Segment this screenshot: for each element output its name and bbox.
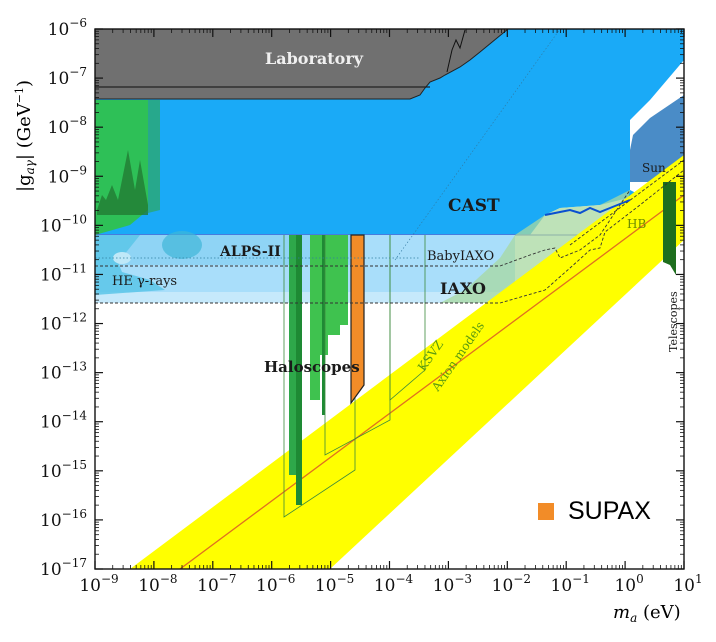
label-hb: HB: [627, 217, 646, 231]
label-haloscopes: Haloscopes: [264, 358, 360, 376]
y-axis-title: |gaγ| (GeV−1): [13, 80, 37, 192]
y-tick-label: 10−16: [40, 507, 87, 531]
label-laboratory: Laboratory: [265, 49, 364, 68]
legend: SUPAX: [538, 497, 651, 526]
cast-noise: [544, 199, 631, 216]
label-cast: CAST: [448, 196, 500, 216]
region-laboratory: [95, 29, 509, 100]
x-tick-label: 100: [614, 572, 643, 596]
legend-label-supax: SUPAX: [568, 497, 651, 525]
y-tick-label: 10−11: [40, 261, 87, 285]
y-tick-label: 10−7: [48, 65, 87, 89]
region-he-gamma-blob: [162, 231, 202, 259]
label-he-gamma-rays: HE γ-rays: [112, 274, 177, 289]
y-tick-label: 10−9: [48, 163, 87, 187]
region-haloscope-lowmass-noise: [97, 150, 148, 215]
label-babyiaxo: BabyIAXO: [427, 249, 494, 264]
x-tick-label: 10−4: [374, 572, 414, 596]
x-tick-label: 10−7: [197, 572, 236, 596]
x-tick-label: 10−8: [138, 572, 177, 596]
x-tick-label: 101: [673, 572, 702, 596]
region-iaxo-sensitivity: [440, 190, 630, 303]
x-axis-title: ma (eV): [613, 602, 681, 625]
axion-models-band: [130, 155, 684, 569]
label-telescopes: Telescopes: [667, 291, 680, 352]
x-tick-label: 10−6: [256, 572, 295, 596]
ksvz-line: [179, 194, 684, 569]
legend-swatch-supax: [538, 503, 554, 520]
region-telescopes: [663, 182, 676, 275]
y-tick-label: 10−10: [40, 212, 87, 236]
babyiaxo-curve: [499, 189, 631, 267]
y-tick-label: 10−6: [48, 16, 87, 40]
region-he-gamma-hole: [113, 252, 131, 264]
region-sun: [630, 95, 684, 182]
region-he-gamma-rays: [95, 235, 165, 295]
y-tick-label: 10−8: [48, 114, 87, 138]
label-iaxo: IAXO: [440, 279, 486, 298]
region-haloscope-lowmass-edge: [148, 100, 160, 213]
haloscopes-strips: [283, 235, 426, 518]
x-tick-label: 10−1: [551, 572, 590, 596]
sun-diagonal: [569, 159, 684, 246]
x-tick-label: 10−2: [492, 572, 531, 596]
y-tick-label: 10−14: [40, 409, 87, 433]
region-supax[interactable]: [350, 234, 365, 405]
x-tick-label: 10−5: [315, 572, 354, 596]
y-tick-label: 10−13: [40, 360, 87, 384]
iaxo-curve: [499, 169, 684, 304]
x-tick-label: 10−9: [79, 572, 118, 596]
y-tick-label: 10−12: [40, 311, 87, 335]
label-alps: ALPS-II: [219, 244, 281, 260]
x-tick-label: 10−3: [433, 572, 472, 596]
y-tick-label: 10−15: [40, 458, 87, 482]
laboratory-peak: [446, 29, 466, 73]
axis-ticks: 10−9 10−8 10−7 10−6 10−5 10−4 10−3 10−2 10−1 100 1…: [40, 16, 703, 596]
y-tick-label: 10−17: [40, 556, 87, 580]
label-sun: Sun: [642, 161, 666, 175]
